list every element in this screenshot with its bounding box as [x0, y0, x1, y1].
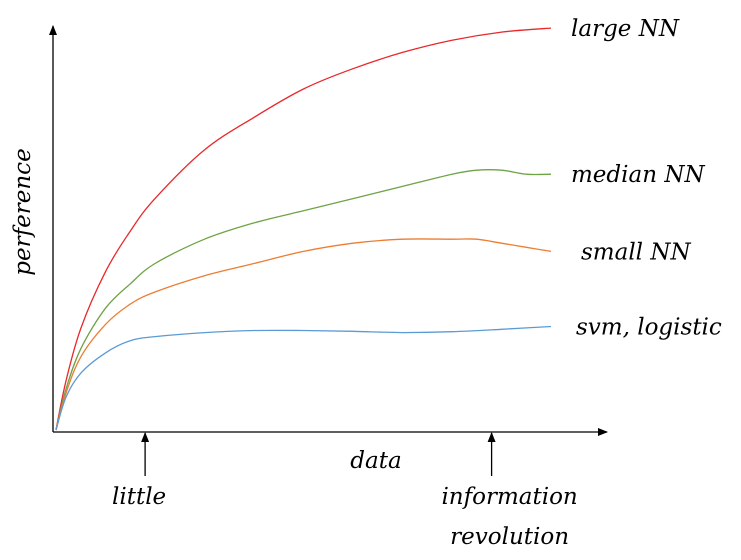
annotation-label-little: little	[112, 484, 166, 510]
series-layer	[55, 27, 552, 431]
annotation-label-revolution: revolution	[450, 524, 569, 550]
series-label-large-nn: large NN	[571, 16, 680, 42]
series-labels: large NN median NN small NN svm, logistic	[571, 16, 722, 340]
series-line-large-nn	[55, 27, 552, 431]
series-line-median-nn	[55, 169, 552, 431]
x-axis-label: data	[350, 448, 401, 474]
annotation-layer: little information revolution	[112, 432, 578, 550]
series-label-small-nn: small NN	[581, 239, 691, 265]
series-label-median-nn: median NN	[571, 162, 705, 188]
series-label-svm-logistic: svm, logistic	[576, 315, 722, 341]
series-line-svm-logistic	[55, 325, 552, 431]
y-axis-label: perference	[10, 148, 36, 275]
annotation-label-information: information	[441, 484, 577, 510]
series-line-small-nn	[55, 238, 552, 431]
